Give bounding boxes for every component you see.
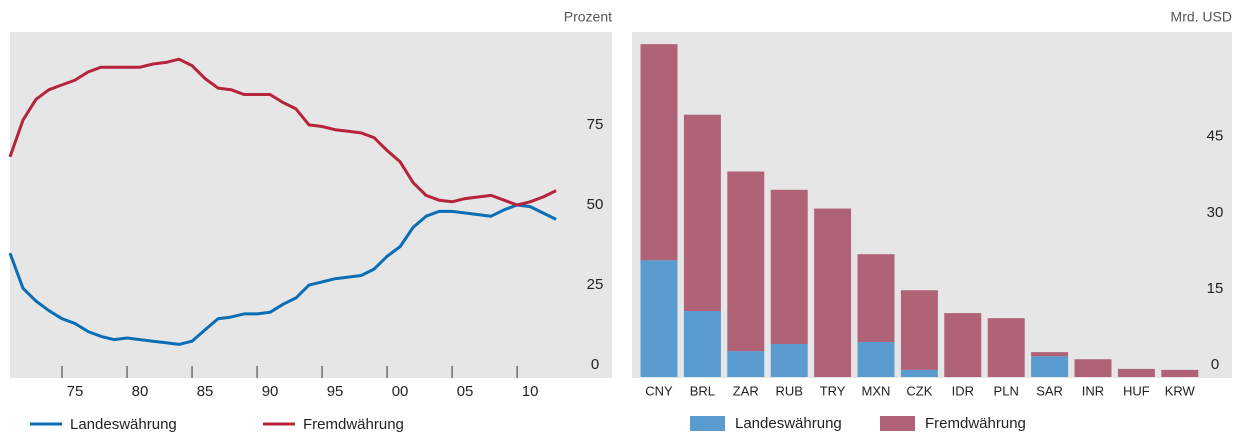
bar-segment [1161, 369, 1199, 377]
x-tick-label: PLN [994, 383, 1019, 398]
x-tick-label: MXN [862, 383, 891, 398]
x-tick-label: CZK [906, 383, 932, 398]
bar-segment [727, 171, 765, 352]
x-tick-label: 80 [132, 383, 149, 400]
legend-swatch [690, 416, 725, 431]
x-tick-label: RUB [775, 383, 802, 398]
legend-label: Fremdwährung [303, 416, 404, 433]
bar-segment [640, 260, 678, 377]
bar-segment [987, 318, 1025, 377]
x-tick-label: 85 [197, 383, 214, 400]
x-tick-label: 75 [67, 383, 84, 400]
bar-segment [900, 369, 938, 377]
y-tick-label: 75 [587, 116, 604, 133]
unit-label: Prozent [564, 9, 612, 25]
bar-segment [900, 290, 938, 370]
x-tick-label: 10 [522, 383, 539, 400]
plot-bg-left [10, 32, 612, 378]
bar-segment [640, 44, 678, 261]
y-tick-label: 0 [1211, 356, 1219, 373]
x-tick-label: KRW [1165, 383, 1196, 398]
y-tick-label: 45 [1207, 128, 1224, 145]
x-tick-label: 05 [457, 383, 474, 400]
x-tick-label: ZAR [733, 383, 759, 398]
legend-label: Landeswährung [70, 416, 177, 433]
x-tick-label: IDR [952, 383, 974, 398]
legend-label: Landeswährung [735, 415, 842, 432]
x-tick-label: SAR [1036, 383, 1063, 398]
bar-segment [770, 189, 808, 345]
bar-segment [683, 311, 721, 377]
line-series [8, 57, 557, 207]
x-tick-label: TRY [820, 383, 846, 398]
y-tick-label: 15 [1207, 280, 1224, 297]
bar-segment [1031, 352, 1069, 357]
x-tick-label: HUF [1123, 383, 1150, 398]
bar-segment [1031, 356, 1069, 377]
legend-swatch [880, 416, 915, 431]
x-tick-label: BRL [690, 383, 715, 398]
x-tick-label: 90 [262, 383, 279, 400]
bar-segment [814, 208, 852, 377]
x-tick-label: INR [1082, 383, 1104, 398]
y-tick-label: 25 [587, 276, 604, 293]
bar-segment [1074, 359, 1112, 377]
legend-label: Fremdwährung [925, 415, 1026, 432]
unit-label: Mrd. USD [1171, 9, 1232, 25]
line-series [8, 203, 557, 346]
bar-segment [857, 341, 895, 377]
y-tick-label: 0 [591, 356, 599, 373]
y-tick-label: 30 [1207, 204, 1224, 221]
x-tick-label: 95 [327, 383, 344, 400]
x-tick-label: CNY [645, 383, 673, 398]
bar-segment [770, 344, 808, 377]
x-tick-label: 00 [392, 383, 409, 400]
bar-segment [944, 313, 982, 377]
bar-segment [727, 351, 765, 377]
bar-segment [857, 254, 895, 342]
bar-segment [1117, 368, 1155, 377]
bar-segment [683, 114, 721, 312]
y-tick-label: 50 [587, 196, 604, 213]
